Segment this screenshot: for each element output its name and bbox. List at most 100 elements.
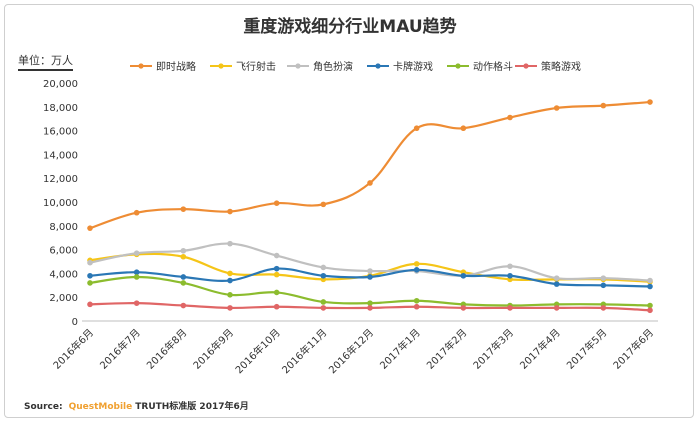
data-point — [413, 125, 420, 132]
chart-title: 重度游戏细分行业MAU趋势 — [243, 17, 457, 37]
data-point — [367, 268, 373, 274]
data-point — [87, 259, 93, 266]
data-point — [320, 272, 327, 279]
data-point — [413, 303, 420, 310]
data-point — [367, 180, 373, 186]
series-4 — [87, 274, 653, 309]
legend-swatch-marker — [523, 63, 529, 69]
y-tick-label: 8,000 — [49, 222, 78, 233]
data-point — [647, 302, 653, 309]
y-tick-label: 12,000 — [43, 174, 78, 185]
x-tick-label: 2016年7月 — [97, 326, 143, 372]
data-point — [647, 277, 653, 284]
data-point — [133, 300, 140, 306]
x-tick-label: 2016年9月 — [190, 326, 236, 372]
x-tick-label: 2017年6月 — [610, 326, 656, 372]
source-detail: TRUTH标准版 2017年6月 — [135, 402, 249, 412]
data-point — [273, 252, 280, 259]
data-point — [227, 208, 233, 215]
legend-label: 策略游戏 — [541, 60, 581, 73]
data-point — [87, 280, 93, 286]
data-point — [180, 280, 187, 286]
source-label: Source: — [24, 402, 63, 412]
source-brand: QuestMobile — [68, 402, 133, 412]
data-point — [413, 297, 420, 304]
x-tick-label: 2016年12月 — [326, 326, 376, 376]
data-point — [180, 206, 187, 212]
legend-item: 策略游戏 — [515, 60, 581, 73]
data-point — [273, 265, 280, 272]
data-point — [507, 305, 513, 311]
data-point — [413, 261, 420, 267]
data-point — [507, 272, 513, 279]
data-point — [87, 225, 93, 231]
data-point — [320, 264, 327, 271]
x-tick-label: 2017年4月 — [517, 326, 563, 372]
legend-swatch-marker — [375, 63, 381, 69]
data-point — [367, 274, 373, 280]
data-point — [320, 201, 327, 208]
data-point — [320, 305, 327, 311]
data-point — [600, 102, 607, 109]
data-point — [367, 305, 373, 311]
data-point — [227, 277, 233, 284]
data-point — [507, 263, 513, 270]
data-point — [600, 305, 607, 311]
x-tick-label: 2016年11月 — [279, 326, 329, 376]
x-tick-label: 2016年10月 — [232, 326, 282, 376]
y-tick-label: 16,000 — [43, 127, 78, 138]
y-tick-label: 20,000 — [43, 79, 78, 90]
y-tick-label: 2,000 — [49, 293, 78, 304]
data-point — [320, 299, 327, 305]
y-tick-label: 4,000 — [49, 269, 78, 280]
data-point — [553, 305, 560, 311]
data-point — [507, 114, 513, 121]
data-point — [647, 307, 653, 314]
data-point — [413, 267, 420, 273]
legend-item: 即时战略 — [130, 60, 196, 73]
y-tick-label: 18,000 — [43, 103, 78, 114]
legend-swatch-marker — [455, 63, 461, 69]
x-tick-label: 2017年5月 — [564, 326, 610, 372]
x-tick-label: 2016年8月 — [144, 326, 190, 372]
legend-swatch-marker — [218, 63, 224, 69]
series-0 — [87, 99, 653, 231]
series-3 — [87, 265, 653, 290]
x-tick-label: 2017年2月 — [424, 326, 470, 372]
data-point — [227, 305, 233, 311]
data-point — [460, 125, 467, 132]
data-point — [600, 282, 607, 289]
data-point — [180, 253, 187, 260]
y-axis: 0 2,000 4,000 6,000 8,000 10,000 12,000 14,000 1… — [43, 79, 78, 328]
data-point — [460, 272, 467, 279]
x-axis: 2016年6月 2016年7月 2016年8月 2016年9月2016年10月2016… — [50, 320, 658, 376]
data-point — [227, 292, 233, 298]
series-5 — [87, 300, 653, 314]
data-point — [227, 240, 233, 247]
data-point — [273, 289, 280, 296]
series-line — [89, 100, 651, 230]
source-note: Source: QuestMobile TRUTH标准版 2017年6月 — [24, 399, 249, 412]
data-point — [180, 302, 187, 309]
y-tick-label: 6,000 — [49, 246, 78, 257]
data-point — [133, 274, 140, 280]
data-point — [600, 275, 607, 281]
legend-swatch-marker — [295, 63, 301, 69]
legend-item: 角色扮演 — [287, 60, 353, 73]
unit-label: 单位：万人 — [18, 52, 73, 71]
legend-label: 卡牌游戏 — [393, 60, 433, 73]
legend-item: 卡牌游戏 — [367, 60, 433, 73]
data-point — [180, 274, 187, 280]
data-point — [273, 303, 280, 310]
x-tick-label: 2016年6月 — [50, 326, 96, 372]
legend-item: 飞行射击 — [210, 60, 276, 73]
data-point — [133, 209, 140, 216]
legend-swatch-marker — [138, 63, 144, 69]
data-point — [553, 275, 560, 281]
data-point — [460, 305, 467, 311]
data-point — [180, 247, 187, 254]
x-tick-label: 2017年1月 — [377, 326, 423, 372]
legend-item: 动作格斗 — [447, 60, 513, 73]
data-point — [273, 200, 280, 206]
